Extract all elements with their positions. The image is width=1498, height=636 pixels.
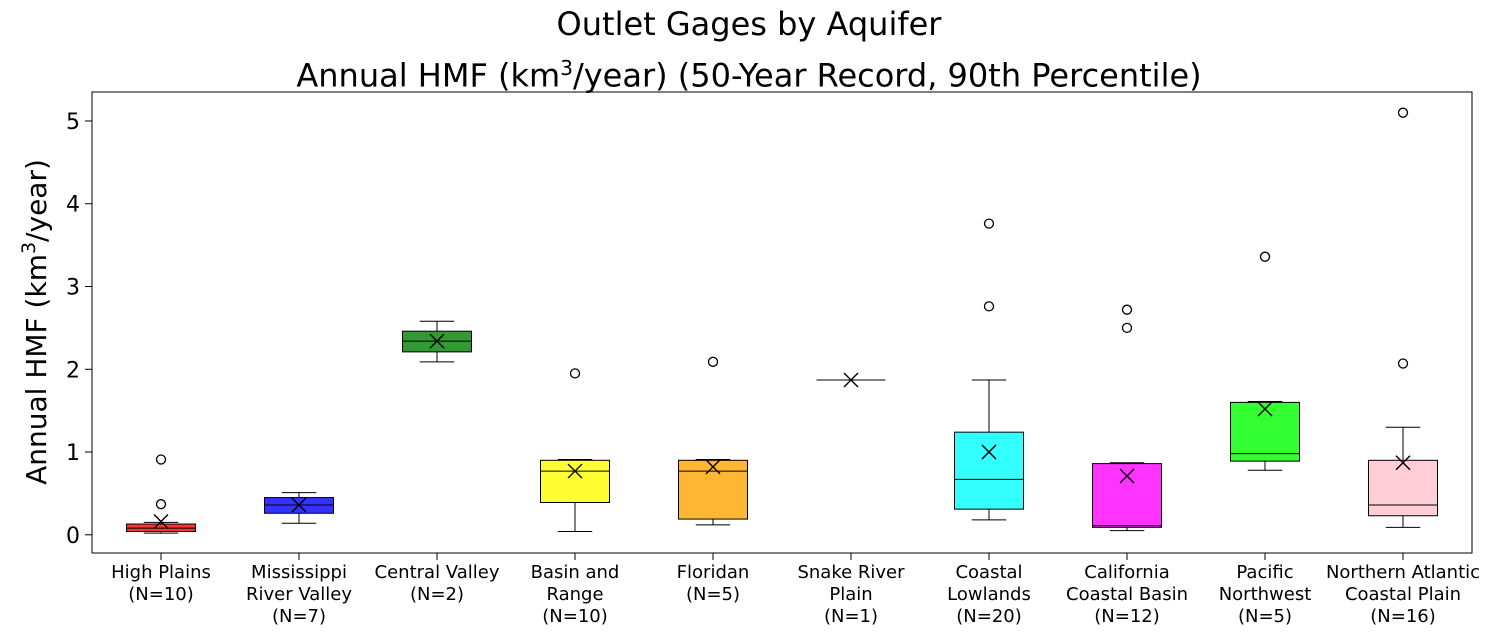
- box-group: [402, 320, 472, 363]
- iqr-box: [1368, 459, 1438, 517]
- mean-marker: [1119, 468, 1135, 484]
- x-tick-label-line: Northern Atlantic: [1326, 562, 1480, 583]
- outlier-point: [707, 356, 719, 367]
- y-tick-label: 2: [66, 358, 80, 383]
- box-group: [264, 492, 334, 524]
- y-axis-label: Annual HMF (km3/year): [18, 159, 53, 485]
- outlier-point: [1259, 251, 1271, 262]
- box-group: [1230, 251, 1300, 471]
- x-tick-label-line: (N=5): [686, 584, 740, 605]
- mean-marker: [429, 333, 445, 349]
- x-tick-label-line: (N=10): [542, 606, 608, 627]
- x-tick-label: California Coastal Basin (N=12): [1066, 562, 1188, 627]
- x-axis-labels: High Plains (N=10)Mississippi River Valley…: [111, 553, 1480, 627]
- iqr-box: [954, 431, 1024, 510]
- mean-marker: [291, 497, 307, 513]
- x-tick-label-line: Coastal Plain: [1345, 584, 1461, 605]
- box-group: [954, 218, 1024, 521]
- x-tick-label: Mississippi River Valley (N=7): [246, 562, 352, 627]
- y-tick-label: 3: [66, 275, 80, 300]
- y-tick-label: 4: [66, 193, 80, 218]
- outlier-point: [983, 301, 995, 312]
- x-tick-label-line: (N=5): [1238, 606, 1292, 627]
- box-group: [678, 356, 748, 526]
- box-group: [816, 372, 886, 388]
- x-tick-label-line: Floridan: [677, 562, 750, 583]
- mean-marker: [153, 514, 169, 530]
- x-tick-label-line: California: [1084, 562, 1169, 583]
- iqr-box: [1230, 401, 1300, 462]
- x-tick-label-line: Northwest: [1219, 584, 1312, 605]
- x-tick-label: Central Valley (N=2): [375, 562, 500, 605]
- mean-marker: [1257, 401, 1273, 417]
- subtitle-suffix: /year) (50-Year Record, 90th Percentile): [572, 56, 1202, 95]
- x-tick-label-line: (N=20): [956, 606, 1022, 627]
- chart-subtitle: Annual HMF (km3/year) (50-Year Record, 9…: [0, 49, 1498, 95]
- x-tick-label-line: High Plains: [111, 562, 211, 583]
- x-tick-label-line: (N=7): [272, 606, 326, 627]
- plot-frame: [91, 91, 1473, 554]
- outlier-point: [569, 368, 581, 379]
- x-tick-label: Pacific Northwest (N=5): [1219, 562, 1312, 627]
- y-axis: 0 1 2 3 4 5: [66, 110, 92, 549]
- x-tick-label: Basin and Range (N=10): [531, 562, 620, 627]
- x-tick-label: High Plains (N=10): [111, 562, 211, 605]
- x-tick-label-line: Mississippi: [251, 562, 347, 583]
- ylabel-sup: 3: [18, 242, 40, 254]
- outlier-point: [155, 454, 167, 465]
- box-group: [1092, 304, 1162, 532]
- subtitle-prefix: Annual HMF (km: [296, 56, 561, 95]
- iqr-box: [540, 459, 610, 504]
- iqr-box: [1092, 463, 1162, 528]
- x-tick-label-line: (N=10): [128, 584, 194, 605]
- y-tick-label: 5: [66, 110, 80, 135]
- mean-marker: [705, 459, 721, 475]
- x-tick-label-line: Pacific: [1236, 562, 1293, 583]
- mean-marker: [1395, 455, 1411, 471]
- outlier-point: [1121, 304, 1133, 315]
- outlier-point: [1121, 322, 1133, 334]
- box-group: [1368, 107, 1438, 528]
- x-tick-label-line: Central Valley: [375, 562, 500, 583]
- x-tick-label-line: Plain: [829, 584, 872, 605]
- x-tick-label: Coastal Lowlands (N=20): [947, 562, 1031, 627]
- x-tick-label-line: Coastal: [955, 562, 1022, 583]
- subtitle-sup: 3: [560, 56, 573, 80]
- x-tick-label-line: Basin and: [531, 562, 620, 583]
- x-tick-label-line: Coastal Basin: [1066, 584, 1188, 605]
- y-tick-label: 1: [66, 441, 80, 466]
- outlier-point: [983, 218, 995, 229]
- outlier-point: [1397, 358, 1409, 369]
- x-tick-label-line: Snake River: [797, 562, 905, 583]
- x-tick-label: Snake River Plain (N=1): [797, 562, 905, 627]
- outlier-point: [1397, 107, 1409, 118]
- chart-title: Outlet Gages by Aquifer: [556, 5, 942, 43]
- mean-marker: [567, 463, 583, 479]
- x-tick-label: Floridan (N=5): [677, 562, 750, 605]
- y-tick-label: 0: [66, 524, 80, 549]
- x-tick-label-line: (N=1): [824, 606, 878, 627]
- x-tick-label-line: (N=2): [410, 584, 464, 605]
- box-group: [126, 454, 196, 534]
- x-tick-label-line: (N=12): [1094, 606, 1160, 627]
- x-tick-label-line: (N=16): [1370, 606, 1436, 627]
- boxes-layer: [126, 107, 1438, 534]
- x-tick-label: Northern Atlantic Coastal Plain (N=16): [1326, 562, 1480, 627]
- x-tick-label-line: River Valley: [246, 584, 352, 605]
- x-tick-label-line: Range: [546, 584, 603, 605]
- mean-marker: [843, 372, 859, 388]
- mean-marker: [981, 444, 997, 460]
- box-group: [540, 368, 610, 532]
- ylabel-suffix: /year): [20, 159, 53, 242]
- ylabel-prefix: Annual HMF (km: [20, 254, 53, 485]
- outlier-point: [155, 499, 167, 510]
- iqr-box: [678, 459, 748, 520]
- x-tick-label-line: Lowlands: [947, 584, 1031, 605]
